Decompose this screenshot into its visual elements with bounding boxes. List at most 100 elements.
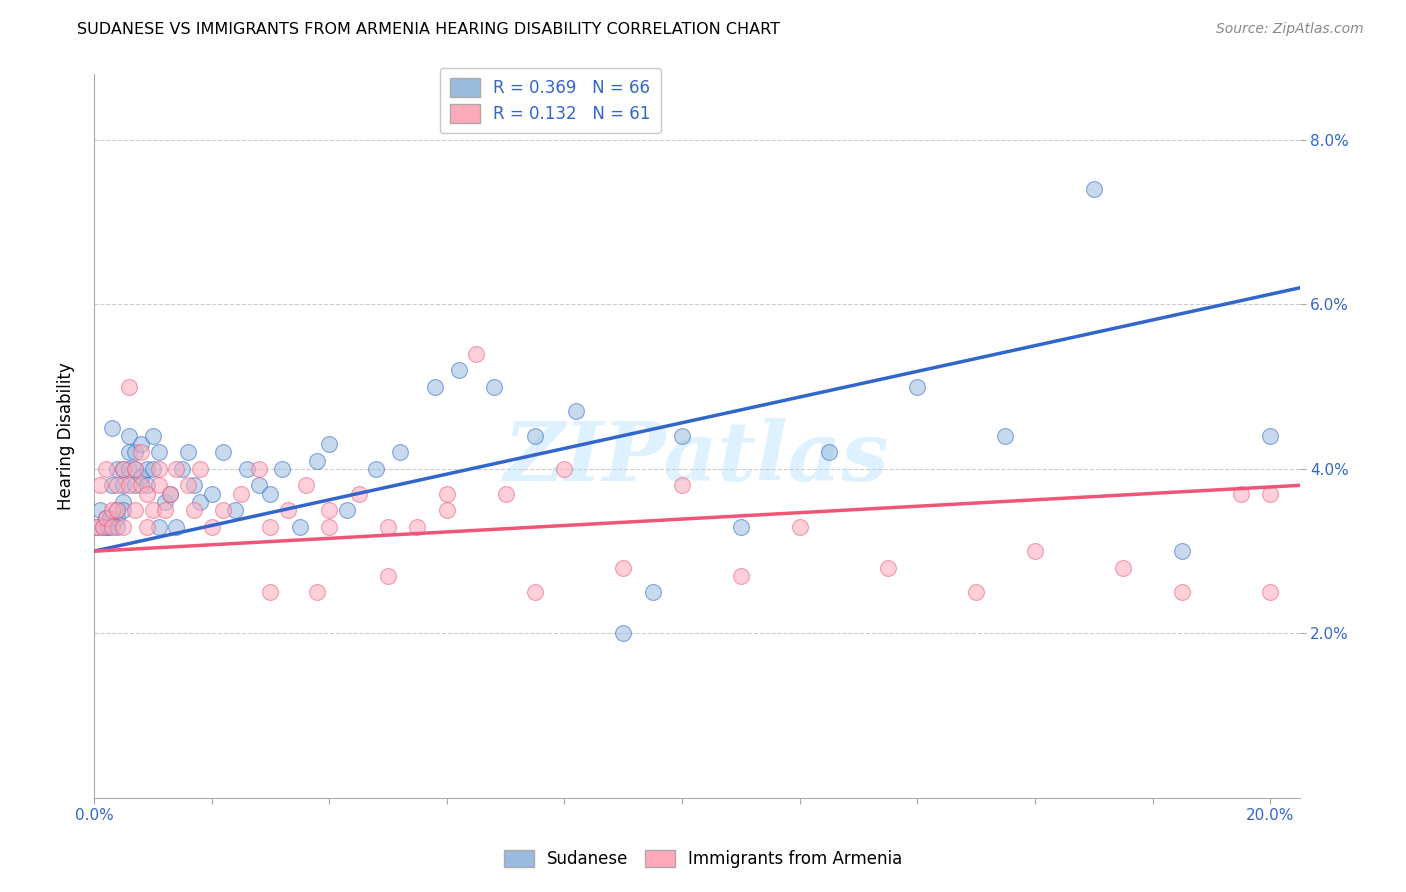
Point (112, 462, 135, 476)
Point (124, 503, 146, 517)
Point (118, 445, 141, 459)
Point (436, 486, 458, 500)
Text: SUDANESE VS IMMIGRANTS FROM ARMENIA HEARING DISABILITY CORRELATION CHART: SUDANESE VS IMMIGRANTS FROM ARMENIA HEAR… (77, 22, 780, 37)
Point (89, 503, 111, 517)
Point (100, 421, 122, 435)
Point (224, 503, 246, 517)
Point (388, 445, 411, 459)
Point (94, 511, 117, 525)
Point (259, 585, 281, 599)
Point (107, 511, 129, 525)
Point (377, 569, 399, 583)
Point (229, 486, 252, 500)
Point (447, 363, 470, 377)
Point (91, 519, 114, 533)
Point (730, 519, 752, 533)
Point (259, 519, 281, 533)
Point (94, 511, 117, 525)
Point (200, 519, 222, 533)
Point (271, 462, 294, 476)
Point (148, 478, 170, 492)
Point (112, 478, 135, 492)
Point (671, 429, 693, 443)
Point (118, 379, 141, 393)
Text: ZIPatlas: ZIPatlas (503, 417, 890, 498)
Point (288, 519, 311, 533)
Point (318, 519, 340, 533)
Point (124, 445, 146, 459)
Point (200, 486, 222, 500)
Point (612, 626, 634, 640)
Point (112, 503, 135, 517)
Point (86, 519, 108, 533)
Point (377, 519, 399, 533)
Point (148, 462, 170, 476)
Point (107, 503, 129, 517)
Point (905, 379, 928, 393)
Point (347, 486, 370, 500)
Point (112, 519, 135, 533)
Point (188, 462, 211, 476)
Point (307, 585, 329, 599)
Point (129, 478, 152, 492)
Point (107, 519, 129, 533)
Point (153, 495, 176, 509)
Point (97, 519, 120, 533)
Point (135, 462, 157, 476)
Legend: R = 0.369   N = 66, R = 0.132   N = 61: R = 0.369 N = 66, R = 0.132 N = 61 (440, 68, 661, 133)
Point (129, 470, 152, 484)
Point (142, 503, 165, 517)
Point (124, 462, 146, 476)
Point (436, 503, 458, 517)
Point (183, 478, 205, 492)
Y-axis label: Hearing Disability: Hearing Disability (58, 362, 75, 510)
Point (89, 478, 111, 492)
Point (86, 519, 108, 533)
Point (165, 519, 187, 533)
Point (142, 429, 165, 443)
Point (482, 379, 505, 393)
Point (789, 519, 811, 533)
Point (135, 519, 157, 533)
Point (177, 478, 200, 492)
Point (135, 478, 157, 492)
Point (159, 486, 181, 500)
Point (148, 445, 170, 459)
Point (730, 569, 752, 583)
Point (994, 429, 1017, 443)
Point (212, 503, 235, 517)
Point (153, 503, 176, 517)
Point (366, 462, 388, 476)
Point (135, 486, 157, 500)
Point (165, 462, 187, 476)
Point (1024, 544, 1046, 558)
Point (247, 478, 270, 492)
Point (107, 462, 129, 476)
Point (1258, 486, 1281, 500)
Point (318, 437, 340, 451)
Point (876, 560, 898, 574)
Point (183, 503, 205, 517)
Point (188, 495, 211, 509)
Point (524, 429, 547, 443)
Point (965, 585, 987, 599)
Point (100, 503, 122, 517)
Point (406, 519, 429, 533)
Point (94, 462, 117, 476)
Point (100, 478, 122, 492)
Point (259, 486, 281, 500)
Point (96, 519, 118, 533)
Point (107, 478, 129, 492)
Point (124, 478, 146, 492)
Point (307, 453, 329, 467)
Point (129, 445, 152, 459)
Point (1083, 182, 1105, 196)
Point (177, 445, 200, 459)
Point (671, 478, 693, 492)
Point (100, 519, 122, 533)
Point (129, 437, 152, 451)
Point (112, 495, 135, 509)
Point (612, 560, 634, 574)
Point (247, 462, 270, 476)
Point (148, 519, 170, 533)
